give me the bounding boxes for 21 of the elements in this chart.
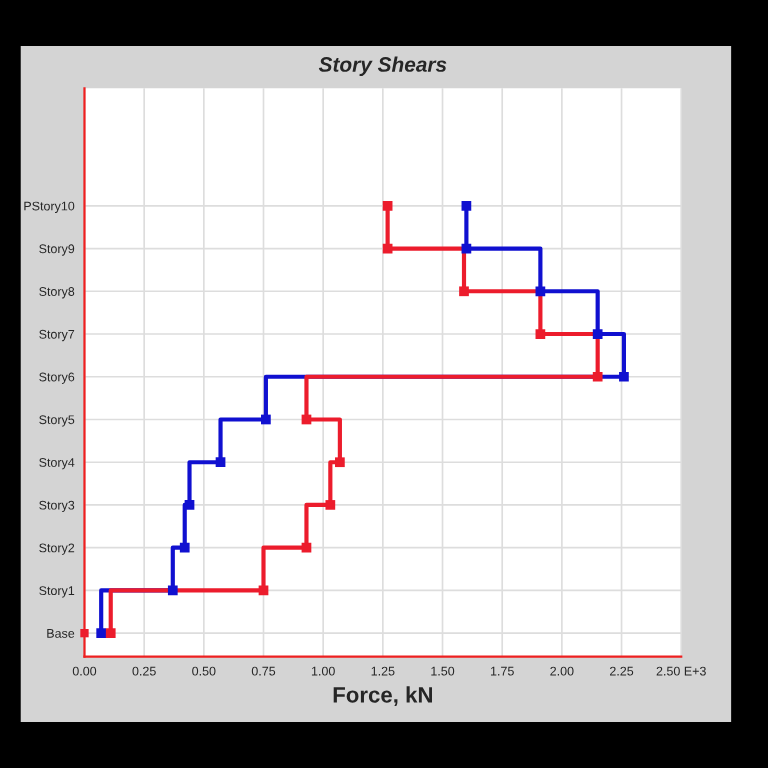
point	[619, 371, 629, 382]
point	[335, 457, 345, 468]
chart-title: Story Shears	[318, 56, 447, 76]
point	[592, 329, 603, 339]
point	[179, 542, 190, 553]
point	[592, 371, 603, 382]
point	[96, 628, 107, 638]
x-axis-title: Force, kN	[333, 686, 432, 706]
point	[184, 500, 195, 510]
point	[325, 500, 336, 510]
point	[459, 286, 469, 297]
point	[105, 628, 116, 638]
point	[382, 200, 393, 211]
point	[80, 628, 89, 638]
point	[167, 585, 178, 596]
point	[301, 542, 312, 553]
point	[535, 329, 546, 339]
point	[461, 200, 472, 211]
point	[261, 414, 271, 425]
point	[215, 457, 226, 468]
point	[535, 286, 546, 297]
